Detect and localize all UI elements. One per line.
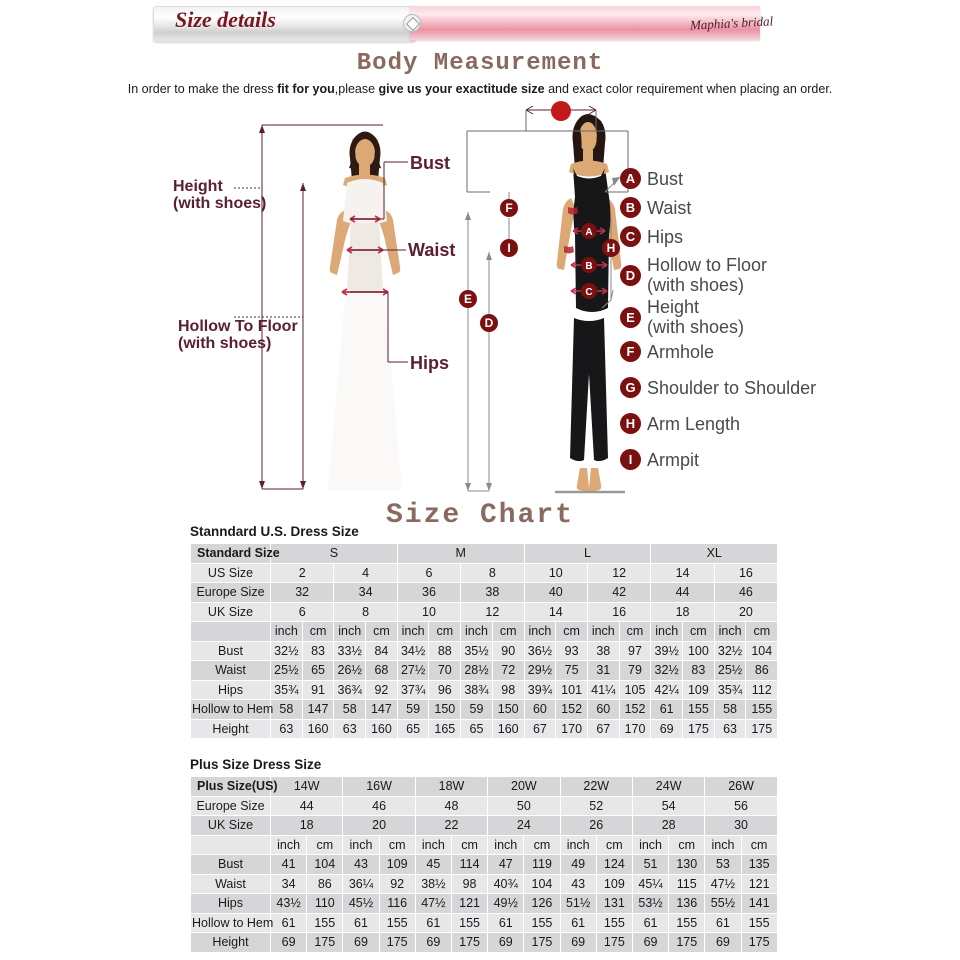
svg-text:B: B	[585, 261, 592, 272]
svg-text:A: A	[585, 227, 592, 238]
svg-text:C: C	[585, 287, 592, 298]
